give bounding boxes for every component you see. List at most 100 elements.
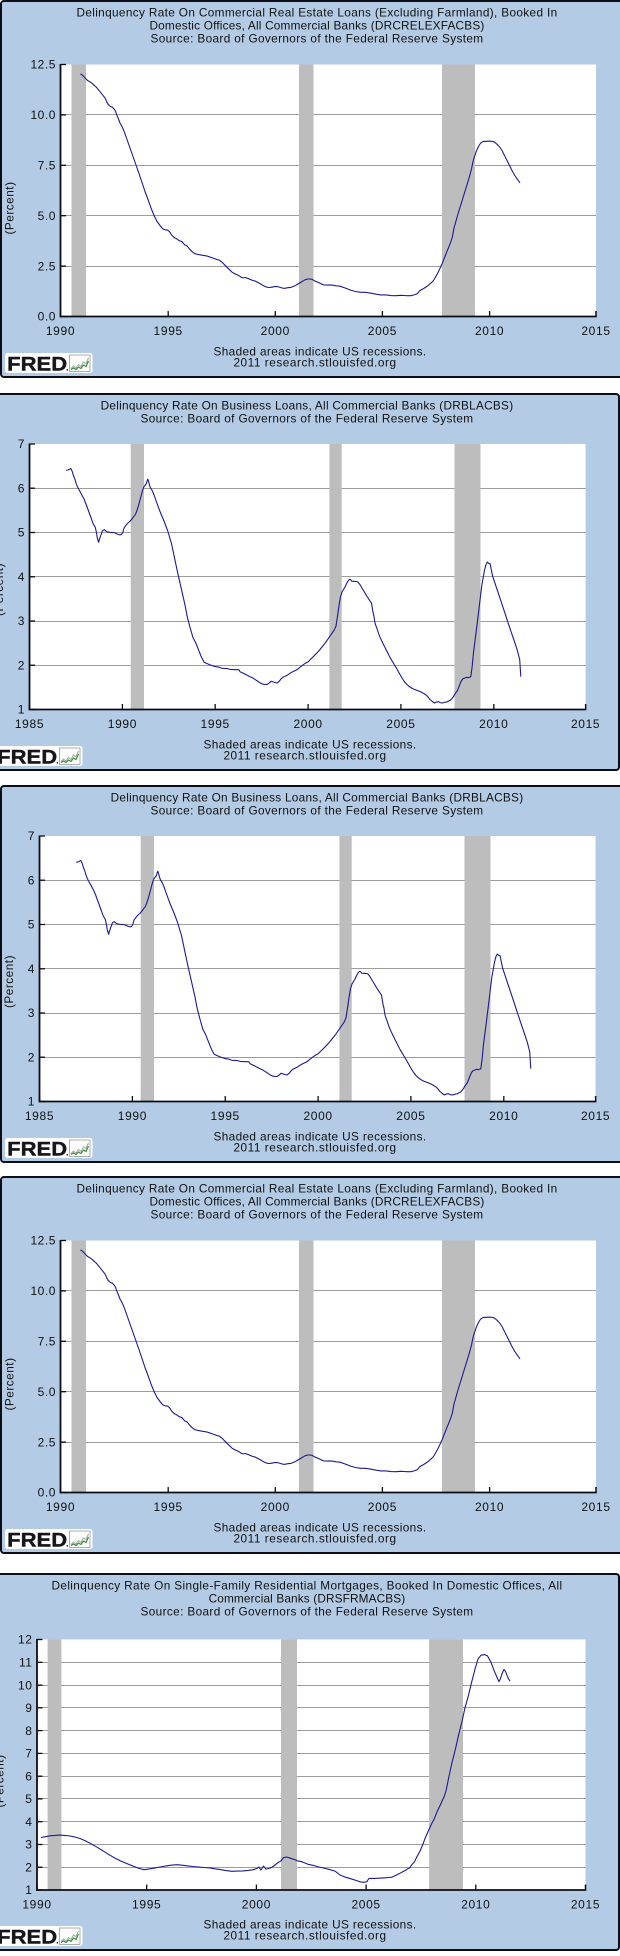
svg-text:1995: 1995 [132, 1898, 161, 1912]
svg-text:Delinquency Rate On Business L: Delinquency Rate On Business Loans, All … [111, 791, 524, 805]
svg-text:5.0: 5.0 [38, 209, 56, 223]
svg-text:5: 5 [18, 526, 25, 540]
svg-text:4: 4 [18, 570, 25, 584]
svg-text:2011 research.stlouisfed.org: 2011 research.stlouisfed.org [233, 1140, 396, 1154]
svg-text:Source: Board of Governors of: Source: Board of Governors of the Federa… [141, 1605, 474, 1619]
svg-text:0.0: 0.0 [38, 310, 56, 324]
svg-text:2005: 2005 [396, 1109, 425, 1123]
svg-text:2.5: 2.5 [38, 259, 56, 273]
svg-text:1: 1 [28, 1095, 35, 1109]
svg-text:1990: 1990 [46, 1500, 75, 1514]
svg-text:2: 2 [28, 1050, 35, 1064]
svg-text:2.5: 2.5 [38, 1435, 56, 1449]
svg-text:2005: 2005 [351, 1898, 380, 1912]
svg-text:10.0: 10.0 [30, 1284, 56, 1298]
svg-text:FRED: FRED [7, 1139, 67, 1161]
svg-text:Domestic Offices, All Commerci: Domestic Offices, All Commercial Banks (… [149, 1195, 484, 1209]
svg-text:Source: Board of Governors of: Source: Board of Governors of the Federa… [141, 412, 474, 426]
svg-text:FRED: FRED [0, 747, 57, 769]
svg-text:1985: 1985 [25, 1109, 54, 1123]
svg-text:7: 7 [25, 1747, 32, 1761]
svg-text:3: 3 [25, 1838, 32, 1852]
svg-text:Shaded areas indicate US reces: Shaded areas indicate US recessions. [214, 1521, 427, 1535]
svg-text:3: 3 [28, 1006, 35, 1020]
svg-text:12.5: 12.5 [30, 1234, 56, 1248]
svg-text:Delinquency Rate On Commercial: Delinquency Rate On Commercial Real Esta… [76, 1182, 557, 1196]
svg-text:2000: 2000 [261, 1500, 290, 1514]
svg-text:2011 research.stlouisfed.org: 2011 research.stlouisfed.org [223, 1928, 386, 1942]
svg-text:2011 research.stlouisfed.org: 2011 research.stlouisfed.org [223, 748, 386, 762]
svg-text:11: 11 [19, 1656, 33, 1670]
svg-text:Commercial Banks (DRSFRMACBS): Commercial Banks (DRSFRMACBS) [209, 1592, 406, 1606]
svg-text:8: 8 [25, 1724, 32, 1738]
svg-text:2005: 2005 [386, 717, 415, 731]
svg-text:(Percent): (Percent) [3, 1357, 17, 1410]
svg-text:2000: 2000 [261, 324, 290, 338]
svg-text:0.0: 0.0 [38, 1486, 56, 1500]
svg-text:Shaded areas indicate US reces: Shaded areas indicate US recessions. [204, 1918, 417, 1932]
svg-text:2: 2 [18, 658, 25, 672]
svg-text:1995: 1995 [154, 1500, 183, 1514]
svg-text:2000: 2000 [242, 1898, 271, 1912]
svg-text:9: 9 [25, 1701, 32, 1715]
svg-text:(Percent): (Percent) [2, 955, 16, 1008]
svg-text:Delinquency Rate On Single-Fam: Delinquency Rate On Single-Family Reside… [52, 1579, 563, 1593]
svg-text:10: 10 [18, 1678, 32, 1692]
svg-text:1995: 1995 [211, 1109, 240, 1123]
svg-text:Shaded areas indicate US reces: Shaded areas indicate US recessions. [204, 738, 417, 752]
svg-text:6: 6 [25, 1769, 32, 1783]
svg-text:2005: 2005 [368, 324, 397, 338]
svg-text:2015: 2015 [581, 324, 610, 338]
svg-text:Delinquency Rate On Commercial: Delinquency Rate On Commercial Real Esta… [76, 6, 557, 20]
svg-text:5.0: 5.0 [38, 1385, 56, 1399]
svg-text:(Percent): (Percent) [0, 563, 6, 616]
svg-text:1985: 1985 [15, 717, 44, 731]
svg-text:2015: 2015 [571, 1898, 600, 1912]
svg-text:7.5: 7.5 [38, 159, 56, 173]
svg-text:FRED: FRED [7, 1530, 67, 1552]
svg-text:2: 2 [25, 1860, 32, 1874]
svg-text:1995: 1995 [154, 324, 183, 338]
svg-text:2000: 2000 [303, 1109, 332, 1123]
svg-text:Domestic Offices, All Commerci: Domestic Offices, All Commercial Banks (… [149, 19, 484, 33]
svg-text:FRED: FRED [7, 354, 67, 376]
svg-text:2015: 2015 [571, 717, 600, 731]
svg-text:Delinquency Rate On Business L: Delinquency Rate On Business Loans, All … [101, 399, 514, 413]
svg-text:5: 5 [28, 918, 35, 932]
svg-text:3: 3 [18, 614, 25, 628]
svg-text:(Percent): (Percent) [3, 181, 17, 234]
svg-text:Source: Board of Governors of: Source: Board of Governors of the Federa… [151, 804, 484, 818]
svg-text:Shaded areas indicate US reces: Shaded areas indicate US recessions. [214, 345, 427, 359]
svg-text:Source: Board of Governors of: Source: Board of Governors of the Federa… [151, 1208, 484, 1222]
svg-text:2011 research.stlouisfed.org: 2011 research.stlouisfed.org [233, 1531, 396, 1545]
svg-text:2000: 2000 [293, 717, 322, 731]
svg-text:1995: 1995 [201, 717, 230, 731]
svg-text:1: 1 [18, 703, 25, 717]
svg-text:10.0: 10.0 [30, 108, 56, 122]
svg-text:2011 research.stlouisfed.org: 2011 research.stlouisfed.org [233, 355, 396, 369]
svg-text:1990: 1990 [108, 717, 137, 731]
svg-text:4: 4 [28, 962, 35, 976]
svg-text:7: 7 [18, 437, 25, 451]
svg-text:FRED: FRED [0, 1927, 57, 1949]
svg-text:1: 1 [25, 1883, 32, 1897]
svg-text:2015: 2015 [581, 1500, 610, 1514]
svg-text:12: 12 [18, 1633, 32, 1647]
svg-text:2010: 2010 [479, 717, 508, 731]
svg-text:Shaded areas indicate US reces: Shaded areas indicate US recessions. [214, 1130, 427, 1144]
svg-text:5: 5 [25, 1792, 32, 1806]
svg-text:6: 6 [18, 482, 25, 496]
svg-text:2010: 2010 [461, 1898, 490, 1912]
svg-text:(Percent): (Percent) [0, 1754, 7, 1807]
svg-text:1990: 1990 [22, 1898, 51, 1912]
svg-text:1990: 1990 [118, 1109, 147, 1123]
svg-text:4: 4 [25, 1815, 32, 1829]
svg-text:6: 6 [28, 874, 35, 888]
svg-text:Source: Board of Governors of: Source: Board of Governors of the Federa… [151, 32, 484, 46]
svg-text:2005: 2005 [368, 1500, 397, 1514]
svg-text:12.5: 12.5 [30, 58, 56, 72]
svg-text:1990: 1990 [46, 324, 75, 338]
svg-text:2015: 2015 [581, 1109, 610, 1123]
svg-text:2010: 2010 [475, 1500, 504, 1514]
svg-text:2010: 2010 [489, 1109, 518, 1123]
